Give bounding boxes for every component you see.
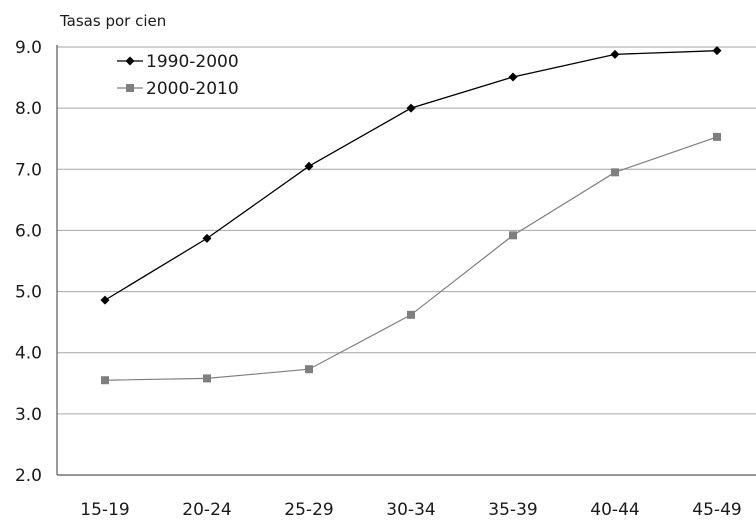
y-tick-label: 9.0 — [15, 38, 42, 58]
legend-label: 1990-2000 — [146, 52, 239, 72]
axes — [56, 45, 756, 476]
y-axis-unit-label: Tasas por cien — [59, 12, 166, 30]
data-series — [100, 46, 722, 385]
data-point — [407, 310, 415, 319]
y-tick-label: 5.0 — [15, 283, 42, 303]
data-point — [304, 161, 314, 171]
x-tick-label: 25-29 — [284, 500, 333, 520]
data-point — [406, 103, 416, 113]
data-point — [305, 365, 313, 374]
y-tick-label: 7.0 — [15, 160, 42, 180]
data-point — [202, 233, 212, 243]
gridlines — [57, 46, 756, 415]
data-point — [611, 168, 619, 177]
x-tick-label: 35-39 — [488, 500, 537, 520]
data-point — [712, 46, 722, 56]
x-tick-label: 45-49 — [692, 500, 741, 520]
data-point — [101, 376, 109, 385]
y-tick-label: 2.0 — [15, 466, 42, 486]
y-tick-labels: 2.0 3.0 4.0 5.0 6.0 7.0 8.0 9.0 — [15, 38, 42, 486]
legend-label: 2000-2010 — [146, 79, 239, 99]
series-line — [104, 136, 718, 381]
data-point — [203, 374, 211, 383]
y-tick-label: 4.0 — [15, 344, 42, 364]
legend-item: 2000-2010 — [117, 79, 239, 99]
legend-marker — [125, 56, 135, 66]
legend-marker — [126, 84, 134, 92]
x-tick-label: 40-44 — [590, 500, 639, 520]
legend-item: 1990-2000 — [117, 52, 239, 72]
x-tick-label: 15-19 — [80, 500, 129, 520]
y-tick-label: 3.0 — [15, 405, 42, 425]
legend: 1990-2000 2000-2010 — [117, 52, 239, 99]
x-tick-label: 30-34 — [386, 500, 435, 520]
data-point — [610, 49, 620, 59]
data-point — [509, 231, 517, 240]
x-tick-label: 20-24 — [182, 500, 231, 520]
data-point — [713, 132, 721, 141]
data-point — [508, 72, 518, 82]
y-tick-label: 6.0 — [15, 221, 42, 241]
series-1990-2000 — [100, 46, 722, 305]
y-tick-label: 8.0 — [15, 99, 42, 119]
data-point — [100, 295, 110, 305]
x-tick-labels: 15-19 20-24 25-29 30-34 35-39 40-44 45-49 — [80, 500, 741, 520]
series-2000-2010 — [101, 132, 721, 385]
